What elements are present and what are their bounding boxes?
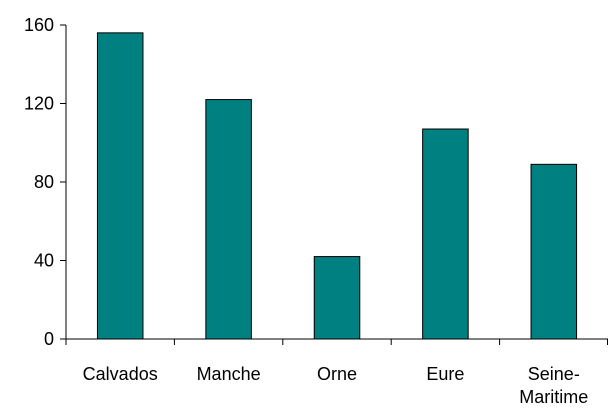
bar-eure [422, 128, 469, 340]
x-tick-label-line: Maritime [519, 387, 588, 407]
y-axis: 0 40 80 120 160 [24, 15, 67, 349]
x-tick-label: Eure [426, 364, 464, 384]
bars [96, 32, 578, 340]
x-tick-label-line: Manche [197, 364, 261, 384]
bar-seine-maritime [530, 163, 578, 340]
x-tick-label-line: Calvados [83, 364, 158, 384]
y-tick-label: 160 [24, 15, 54, 35]
bar-manche [205, 99, 252, 340]
y-tick-label: 80 [34, 172, 54, 192]
x-tick-label: Seine- Maritime [519, 364, 588, 407]
bar-orne [313, 256, 361, 340]
x-tick-label-line: Orne [317, 364, 357, 384]
x-tick-label: Calvados [83, 364, 158, 384]
y-tick-label: 120 [24, 94, 54, 114]
x-tick-label-line: Eure [426, 364, 464, 384]
y-tick-label: 0 [44, 329, 54, 349]
y-tick-label: 40 [34, 251, 54, 271]
x-tick-label: Manche [197, 364, 261, 384]
bar-calvados [96, 32, 144, 340]
x-tick-label: Orne [317, 364, 357, 384]
x-axis: Calvados Manche Orne Eure Seine- Maritime [65, 338, 608, 407]
x-tick-label-line: Seine- [528, 364, 580, 384]
